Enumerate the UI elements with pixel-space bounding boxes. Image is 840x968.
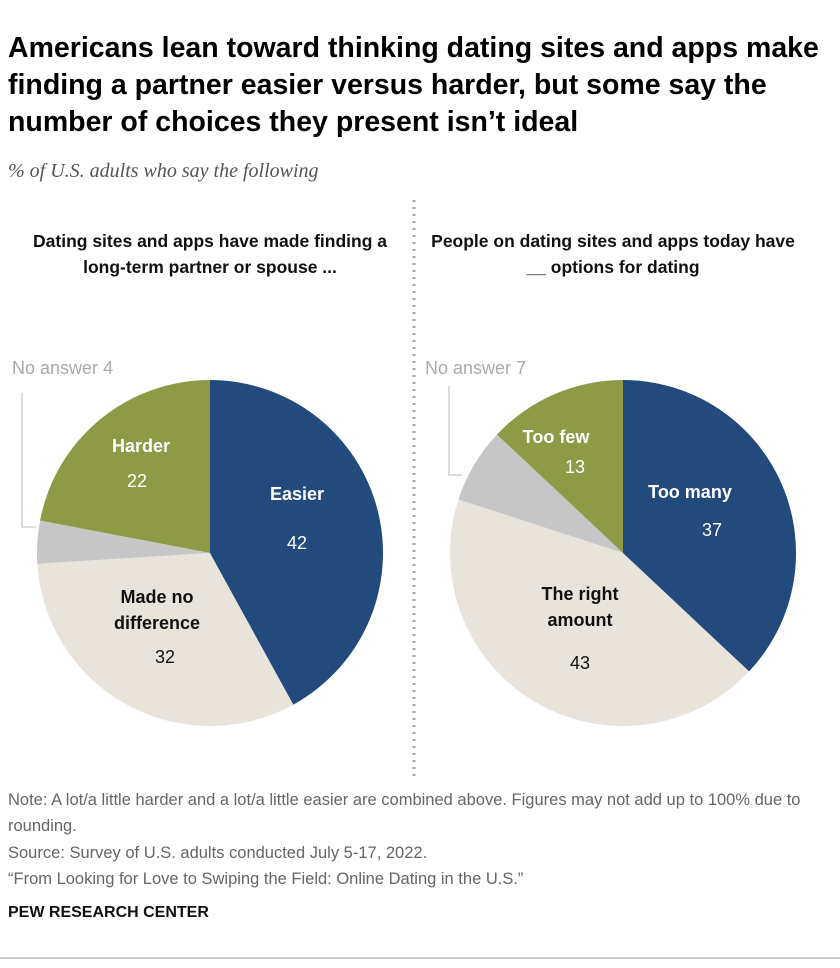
value: 4 (103, 358, 114, 378)
slice (623, 380, 796, 672)
value: 37 (701, 520, 723, 540)
slice (458, 434, 623, 553)
label: Easier (269, 484, 325, 504)
label: No answer (12, 358, 99, 378)
slice (40, 380, 211, 553)
leader-line (448, 386, 462, 476)
label: Too many (648, 482, 732, 502)
no-answer-label: No answer 4 (12, 358, 113, 379)
label: No answer (425, 358, 512, 378)
slice (210, 380, 383, 705)
pie-title: People on dating sites and apps today ha… (431, 231, 795, 277)
value: 7 (516, 358, 527, 378)
value: 42 (286, 533, 308, 553)
slice (37, 553, 294, 726)
leader-line (21, 393, 36, 528)
value: 32 (154, 647, 176, 667)
subtitle: % of U.S. adults who say the following (8, 160, 319, 182)
report: “From Looking for Love to Swiping the Fi… (8, 870, 524, 888)
slice (450, 499, 750, 726)
slice (496, 380, 623, 553)
value: 22 (126, 471, 148, 491)
pie-title: Dating sites and apps have made finding … (33, 231, 387, 277)
label: The right amount (541, 584, 619, 630)
value: 13 (564, 457, 586, 477)
source: Source: Survey of U.S. adults conducted … (8, 844, 428, 862)
no-answer-label: No answer 7 (425, 358, 526, 379)
title: Americans lean toward thinking dating si… (8, 32, 819, 138)
label: Too few (522, 427, 590, 447)
value: 43 (569, 653, 591, 673)
brand: PEW RESEARCH CENTER (8, 904, 209, 921)
label: Harder (111, 436, 171, 456)
label: Made no difference (113, 587, 201, 633)
note: Note: A lot/a little harder and a lot/a … (8, 791, 801, 835)
slice (37, 520, 211, 564)
